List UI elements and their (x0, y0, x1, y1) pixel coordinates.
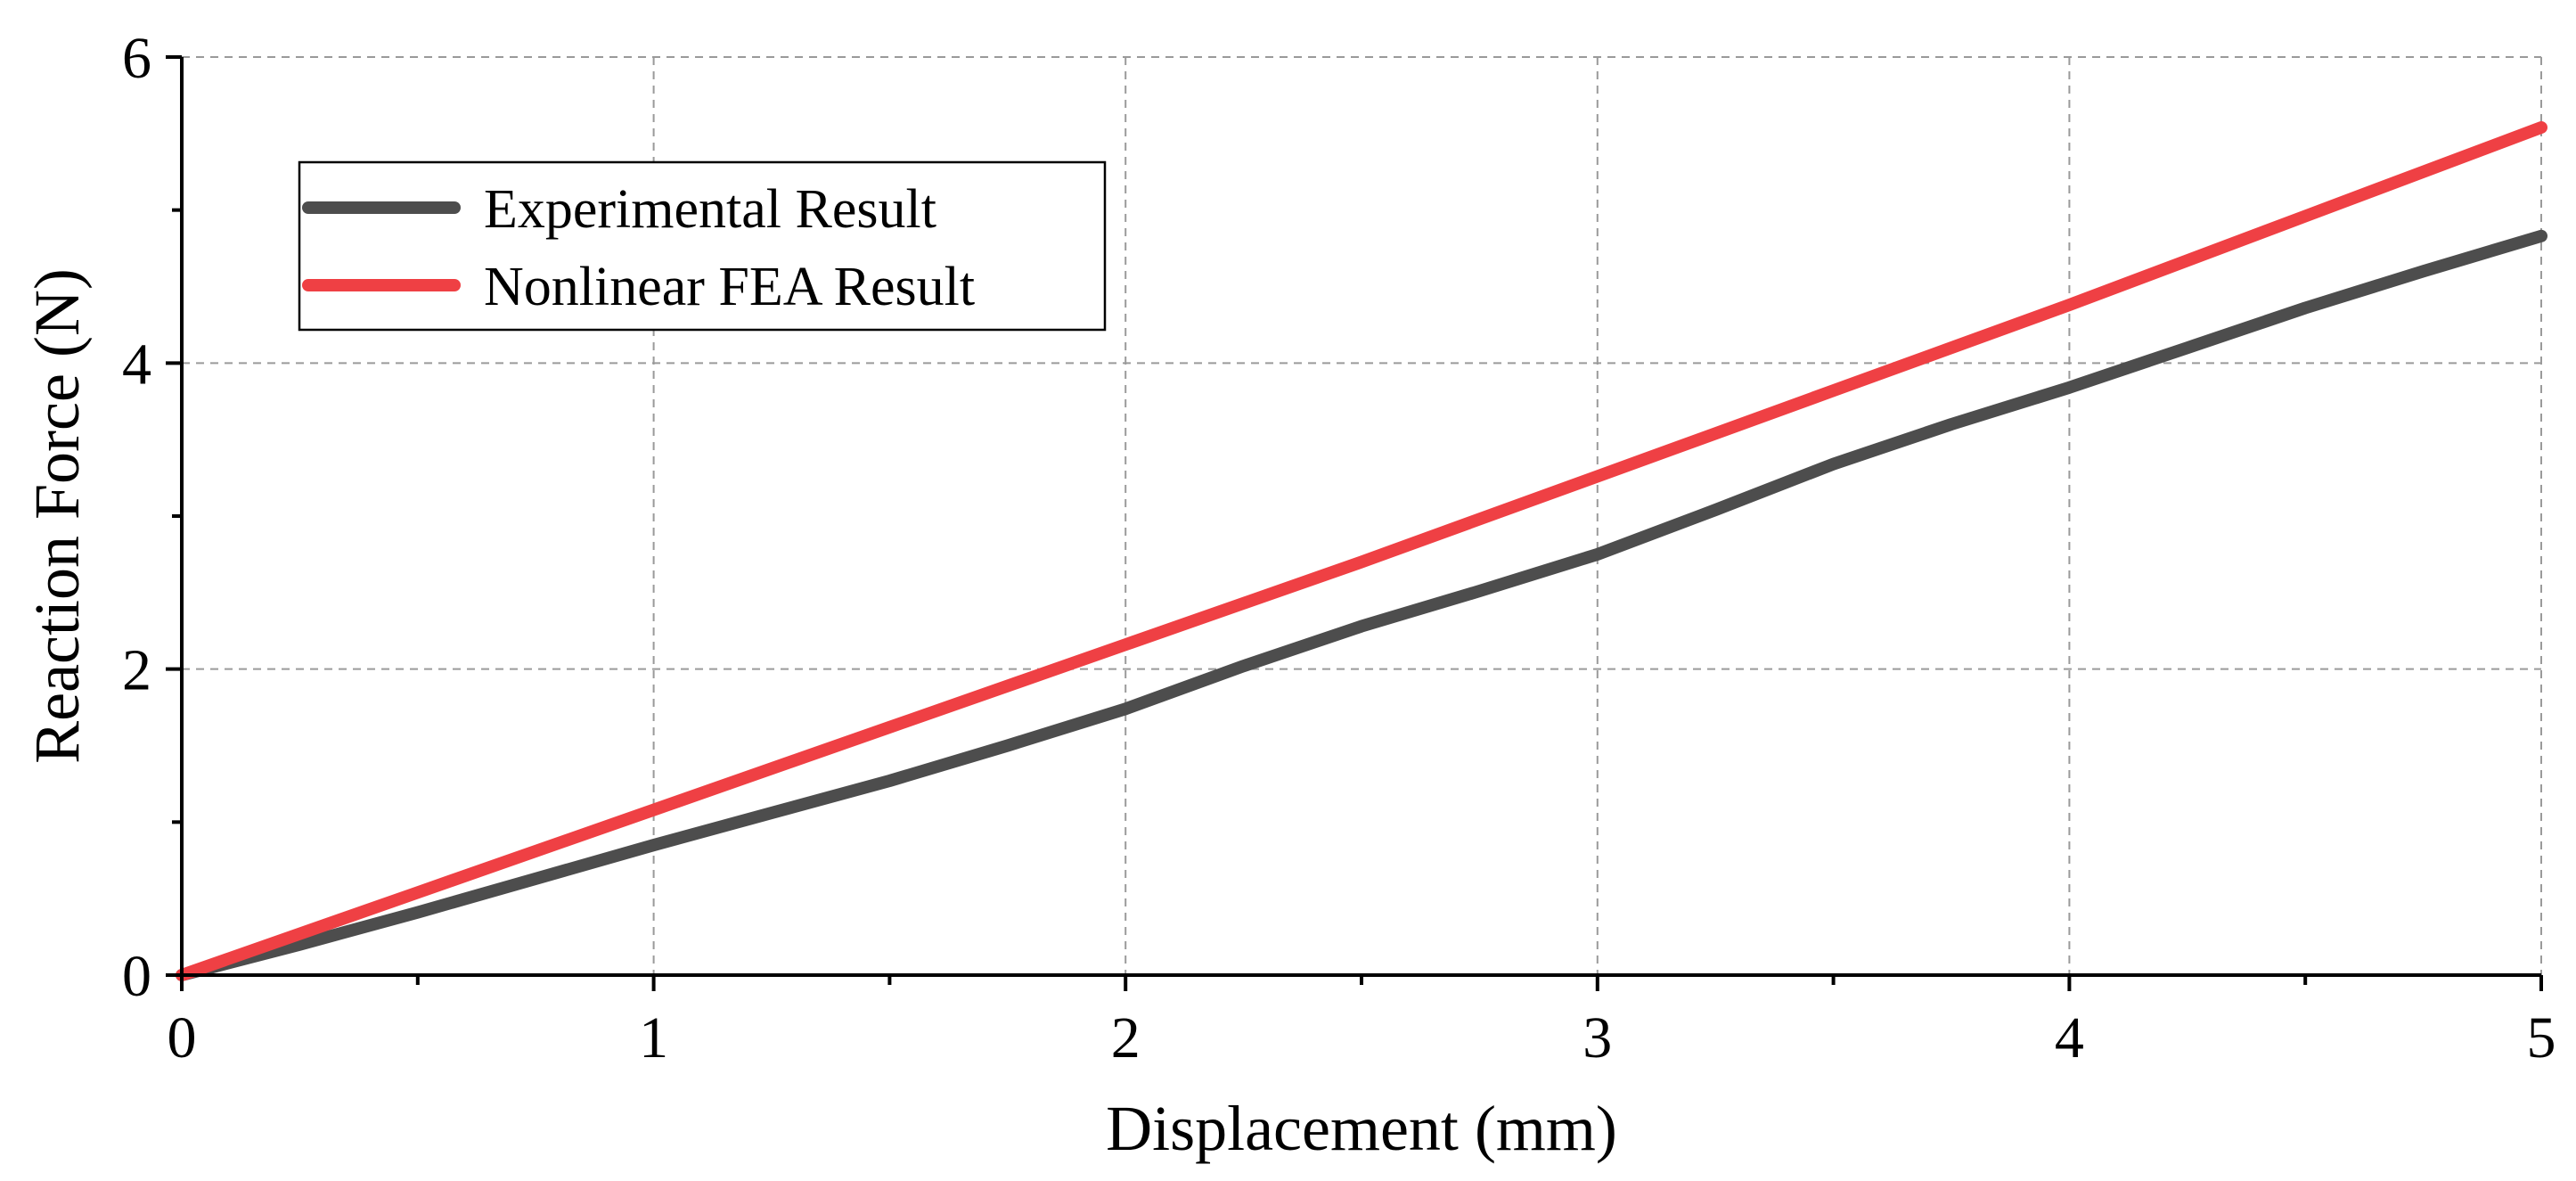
y-tick-label: 0 (122, 944, 151, 1009)
grid (182, 56, 2542, 975)
y-tick-label: 6 (122, 26, 151, 91)
x-axis-title: Displacement (mm) (1106, 1093, 1617, 1164)
y-tick-label: 2 (122, 638, 151, 703)
x-tick-label: 2 (1111, 1005, 1141, 1070)
x-tick-label: 4 (2055, 1005, 2084, 1070)
series-line-fea (176, 121, 2547, 981)
x-tick-label: 0 (168, 1005, 197, 1070)
legend-label-fea: Nonlinear FEA Result (484, 257, 975, 317)
plot-series (176, 121, 2547, 981)
y-axis-title: Reaction Force (N) (21, 268, 93, 764)
y-tick-label: 4 (122, 332, 151, 397)
legend: Experimental Result Nonlinear FEA Result (298, 160, 1107, 332)
legend-box (298, 160, 1107, 332)
x-tick-label: 3 (1582, 1005, 1612, 1070)
series-line-experimental (176, 229, 2547, 981)
legend-label-experimental: Experimental Result (484, 179, 936, 240)
ticks: 0 1 2 3 4 5 0 2 4 6 (122, 26, 2556, 1070)
x-tick-label: 5 (2527, 1005, 2556, 1070)
x-tick-label: 1 (639, 1005, 668, 1070)
